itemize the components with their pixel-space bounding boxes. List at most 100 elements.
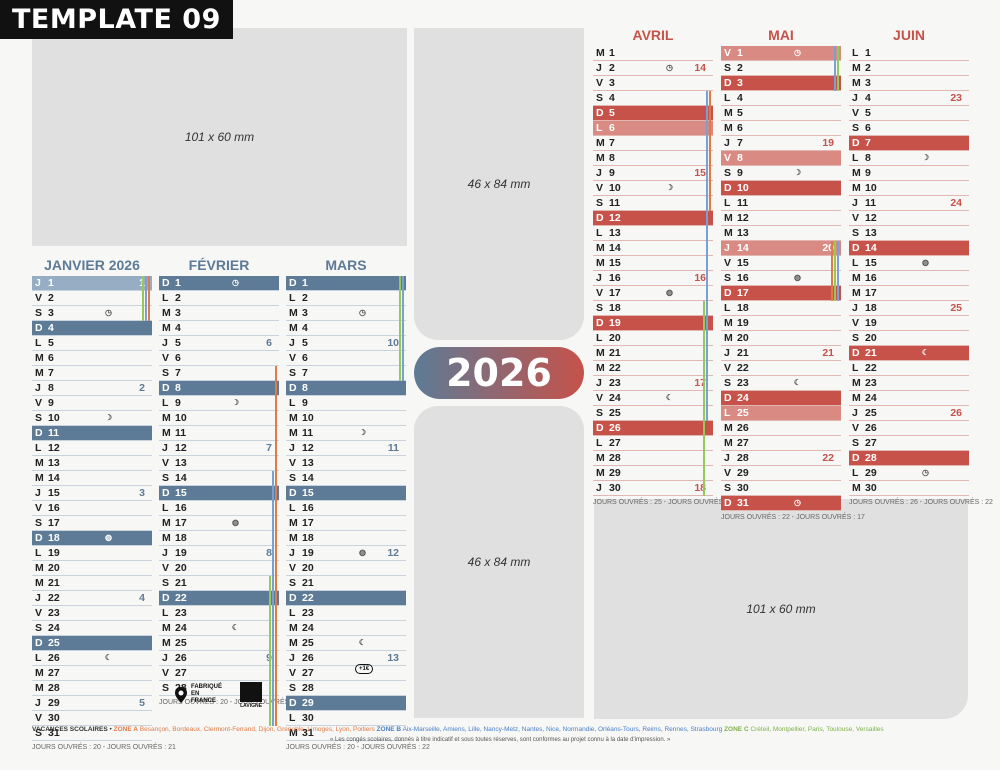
day-row: S 3 ◷ xyxy=(32,306,152,321)
month-may: MAI V 1 ◷ S 2 D 3 L 4 M 5 M 6 J 7 19 V 8 S 9 ☽ D 10 L 11 M 12 M 13 J 14… xyxy=(721,26,865,521)
day-row: J 19 8 xyxy=(159,546,279,561)
day-letter: S xyxy=(162,577,170,589)
zone-c-label: ZONE C xyxy=(724,726,749,733)
day-letter: M xyxy=(289,427,298,439)
day-letter: S xyxy=(35,412,43,424)
day-letter: V xyxy=(162,352,170,364)
day-row: L 23 xyxy=(159,606,279,621)
day-number: 2 xyxy=(175,292,181,304)
day-number: 21 xyxy=(609,347,621,359)
day-list: L 1 M 2 M 3 J 4 23 V 5 S 6 D 7 L 8 ☽ M 9 M 10 J 11 24 V 12 S 13 D 14 L 1… xyxy=(849,46,969,496)
day-letter: M xyxy=(596,242,605,254)
moon-phase-icon: ◍ xyxy=(922,258,929,267)
day-number: 4 xyxy=(609,92,615,104)
day-letter: S xyxy=(852,332,860,344)
moon-phase-icon: ☾ xyxy=(358,638,366,647)
day-row: M 22 xyxy=(593,361,713,376)
day-number: 31 xyxy=(48,727,60,739)
day-number: 13 xyxy=(48,457,60,469)
day-number: 25 xyxy=(609,407,621,419)
day-number: 29 xyxy=(609,467,621,479)
day-letter: J xyxy=(724,137,730,149)
photo-placeholder-top-left[interactable]: 101 x 60 mm xyxy=(32,28,407,246)
day-row: J 26 13 xyxy=(286,651,406,666)
week-number: 12 xyxy=(387,547,399,559)
day-row: S 10 ☽ xyxy=(32,411,152,426)
day-number: 28 xyxy=(865,452,877,464)
moon-phase-icon: ◷ xyxy=(794,48,801,57)
week-number: 19 xyxy=(822,137,834,149)
day-letter: V xyxy=(162,667,170,679)
zone-a-label: ZONE A xyxy=(113,726,138,733)
day-row: S 20 xyxy=(849,331,969,346)
day-letter: M xyxy=(289,637,298,649)
day-row: V 13 xyxy=(286,456,406,471)
day-row: M 12 xyxy=(721,211,841,226)
week-number: 6 xyxy=(266,337,272,349)
day-letter: L xyxy=(289,712,296,724)
day-letter: S xyxy=(852,122,860,134)
day-number: 17 xyxy=(865,287,877,299)
day-row: L 12 xyxy=(32,441,152,456)
day-letter: D xyxy=(35,322,43,334)
day-number: 26 xyxy=(737,422,749,434)
day-letter: D xyxy=(35,637,43,649)
day-letter: M xyxy=(162,637,171,649)
day-letter: S xyxy=(724,272,732,284)
day-letter: L xyxy=(724,302,731,314)
day-letter: L xyxy=(596,332,603,344)
day-row: M 26 xyxy=(721,421,841,436)
month-march: MARS D 1 L 2 M 3 ◷ M 4 J 5 10 V 6 S 7 D 8 L 9 M 10 M 11 ☽ J 12 11 V 13… xyxy=(286,256,430,751)
day-number: 25 xyxy=(175,637,187,649)
day-row: V 1 ◷ xyxy=(721,46,841,61)
day-letter: V xyxy=(35,397,43,409)
day-letter: S xyxy=(289,682,297,694)
day-number: 2 xyxy=(865,62,871,74)
day-number: 27 xyxy=(737,437,749,449)
day-letter: V xyxy=(724,47,732,59)
lavigne-emblem-icon xyxy=(240,682,262,702)
day-number: 7 xyxy=(175,367,181,379)
photo-placeholder-center-bottom[interactable]: 46 x 84 mm xyxy=(414,406,584,718)
day-letter: M xyxy=(162,412,171,424)
moon-phase-icon: ☽ xyxy=(793,168,801,177)
day-number: 25 xyxy=(865,407,877,419)
day-number: 28 xyxy=(737,452,749,464)
day-number: 12 xyxy=(737,212,749,224)
day-row: M 14 xyxy=(593,241,713,256)
day-letter: V xyxy=(35,712,43,724)
day-letter: M xyxy=(289,322,298,334)
day-number: 7 xyxy=(302,367,308,379)
day-number: 30 xyxy=(865,482,877,494)
day-letter: L xyxy=(289,397,296,409)
day-number: 21 xyxy=(737,347,749,359)
day-number: 10 xyxy=(865,182,877,194)
working-days-footer: JOURS OUVRÉS : 20 - JOURS OUVRÉS : 22 xyxy=(286,744,430,751)
day-letter: J xyxy=(289,547,295,559)
week-number: 21 xyxy=(822,347,834,359)
photo-placeholder-center-top[interactable]: 46 x 84 mm xyxy=(414,28,584,340)
day-letter: D xyxy=(289,487,297,499)
day-number: 1 xyxy=(865,47,871,59)
day-letter: S xyxy=(724,167,732,179)
day-number: 19 xyxy=(48,547,60,559)
school-holiday-bar xyxy=(402,276,404,381)
day-row: L 8 ☽ xyxy=(849,151,969,166)
day-number: 24 xyxy=(48,622,60,634)
day-number: 5 xyxy=(175,337,181,349)
day-row: M 10 xyxy=(849,181,969,196)
day-number: 6 xyxy=(865,122,871,134)
day-row: D 25 xyxy=(32,636,152,651)
day-row: M 14 xyxy=(32,471,152,486)
week-number: 23 xyxy=(950,92,962,104)
photo-placeholder-bottom-right[interactable]: 101 x 60 mm xyxy=(594,499,968,719)
day-number: 13 xyxy=(609,227,621,239)
day-letter: J xyxy=(162,547,168,559)
day-number: 21 xyxy=(302,577,314,589)
